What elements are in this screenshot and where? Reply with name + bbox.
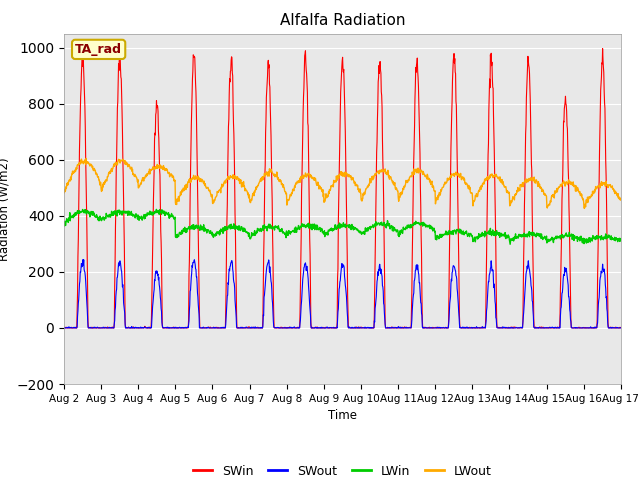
SWin xyxy=(429,325,437,331)
Line: LWout: LWout xyxy=(64,158,621,208)
LWin xyxy=(171,215,179,220)
LWout xyxy=(617,196,625,202)
LWin xyxy=(506,241,514,247)
Line: LWin: LWin xyxy=(64,209,621,244)
SWout xyxy=(552,325,559,331)
SWout xyxy=(61,325,69,331)
LWin xyxy=(184,225,192,231)
SWin xyxy=(171,325,179,331)
Line: SWin: SWin xyxy=(64,48,621,328)
SWout xyxy=(172,324,179,330)
SWout xyxy=(247,325,255,331)
LWout xyxy=(580,205,588,211)
LWout xyxy=(60,190,68,196)
SWin xyxy=(599,46,607,51)
LWout xyxy=(184,180,192,185)
Line: SWout: SWout xyxy=(64,260,621,328)
LWout xyxy=(246,200,254,205)
X-axis label: Time: Time xyxy=(328,409,357,422)
LWin xyxy=(429,228,437,233)
LWin xyxy=(502,236,509,241)
SWin xyxy=(184,325,192,331)
LWout xyxy=(551,188,559,193)
SWout xyxy=(429,325,437,331)
SWin xyxy=(617,325,625,331)
Title: Alfalfa Radiation: Alfalfa Radiation xyxy=(280,13,405,28)
LWout xyxy=(82,156,90,161)
LWin xyxy=(552,235,559,241)
LWin xyxy=(617,238,625,243)
SWout xyxy=(79,257,87,263)
SWin xyxy=(551,324,559,330)
Legend: SWin, SWout, LWin, LWout: SWin, SWout, LWin, LWout xyxy=(188,460,497,480)
SWin xyxy=(502,325,509,331)
Y-axis label: Radiation (W/m2): Radiation (W/m2) xyxy=(0,157,11,261)
SWout xyxy=(502,324,510,330)
SWin xyxy=(246,325,254,331)
Text: TA_rad: TA_rad xyxy=(75,43,122,56)
SWin xyxy=(61,325,68,331)
LWout xyxy=(502,184,509,190)
SWin xyxy=(60,325,68,331)
LWin xyxy=(246,236,254,241)
SWout xyxy=(60,325,68,331)
LWin xyxy=(152,206,160,212)
LWin xyxy=(60,223,68,229)
SWout xyxy=(185,322,193,328)
LWout xyxy=(171,178,179,184)
LWout xyxy=(429,185,437,191)
SWout xyxy=(617,325,625,331)
